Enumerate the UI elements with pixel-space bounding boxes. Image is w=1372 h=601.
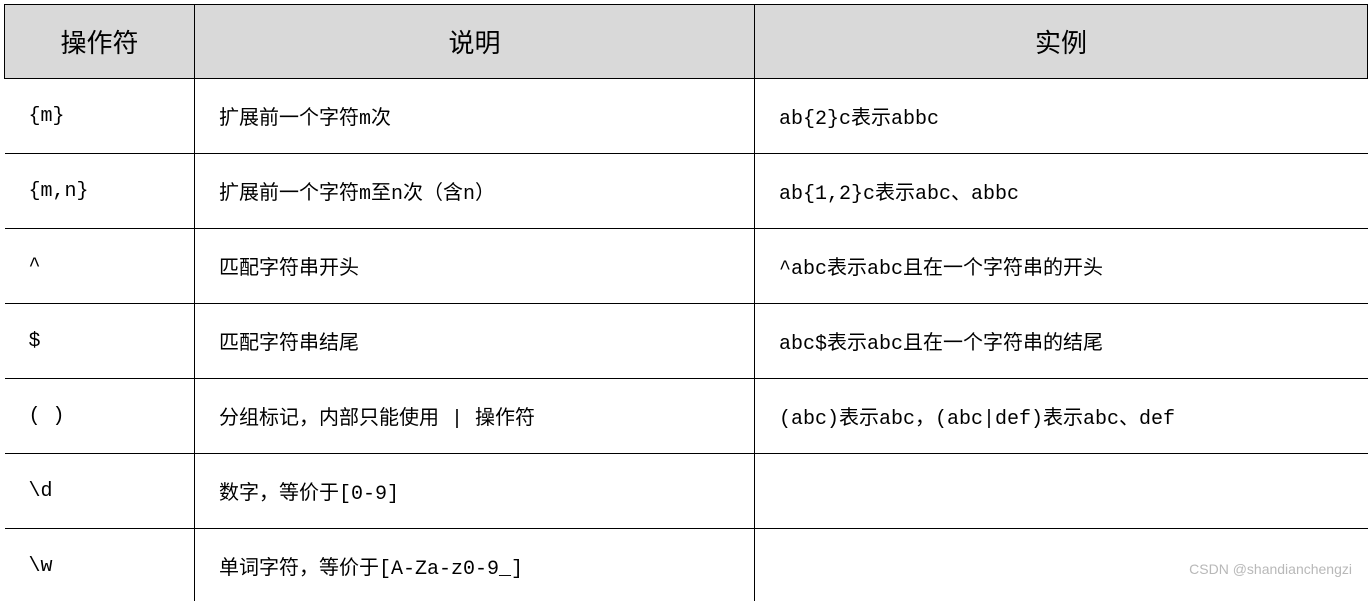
cell-operator: ( ) xyxy=(5,379,195,454)
table-row: \w 单词字符，等价于[A-Za-z0-9_] xyxy=(5,529,1368,601)
cell-operator: \w xyxy=(5,529,195,601)
table-header-row: 操作符 说明 实例 xyxy=(5,5,1368,79)
header-operator: 操作符 xyxy=(5,5,195,79)
cell-operator: ^ xyxy=(5,229,195,304)
regex-reference-table: 操作符 说明 实例 {m} 扩展前一个字符m次 ab{2}c表示abbc {m,… xyxy=(4,4,1368,601)
table-row: \d 数字，等价于[0-9] xyxy=(5,454,1368,529)
cell-example xyxy=(755,454,1368,529)
cell-description: 扩展前一个字符m次 xyxy=(195,79,755,154)
cell-example: ab{2}c表示abbc xyxy=(755,79,1368,154)
cell-operator: {m} xyxy=(5,79,195,154)
cell-description: 扩展前一个字符m至n次（含n） xyxy=(195,154,755,229)
watermark-text: CSDN @shandianchengzi xyxy=(1189,561,1352,577)
header-description: 说明 xyxy=(195,5,755,79)
table-row: ^ 匹配字符串开头 ^abc表示abc且在一个字符串的开头 xyxy=(5,229,1368,304)
cell-description: 分组标记，内部只能使用 | 操作符 xyxy=(195,379,755,454)
table-row: {m} 扩展前一个字符m次 ab{2}c表示abbc xyxy=(5,79,1368,154)
cell-operator: {m,n} xyxy=(5,154,195,229)
cell-example: ^abc表示abc且在一个字符串的开头 xyxy=(755,229,1368,304)
cell-description: 单词字符，等价于[A-Za-z0-9_] xyxy=(195,529,755,601)
cell-example: (abc)表示abc，(abc|def)表示abc、def xyxy=(755,379,1368,454)
table-row: $ 匹配字符串结尾 abc$表示abc且在一个字符串的结尾 xyxy=(5,304,1368,379)
cell-description: 数字，等价于[0-9] xyxy=(195,454,755,529)
table-row: ( ) 分组标记，内部只能使用 | 操作符 (abc)表示abc，(abc|de… xyxy=(5,379,1368,454)
table-row: {m,n} 扩展前一个字符m至n次（含n） ab{1,2}c表示abc、abbc xyxy=(5,154,1368,229)
cell-operator: \d xyxy=(5,454,195,529)
cell-example: abc$表示abc且在一个字符串的结尾 xyxy=(755,304,1368,379)
cell-description: 匹配字符串结尾 xyxy=(195,304,755,379)
cell-example: ab{1,2}c表示abc、abbc xyxy=(755,154,1368,229)
header-example: 实例 xyxy=(755,5,1368,79)
cell-description: 匹配字符串开头 xyxy=(195,229,755,304)
cell-operator: $ xyxy=(5,304,195,379)
